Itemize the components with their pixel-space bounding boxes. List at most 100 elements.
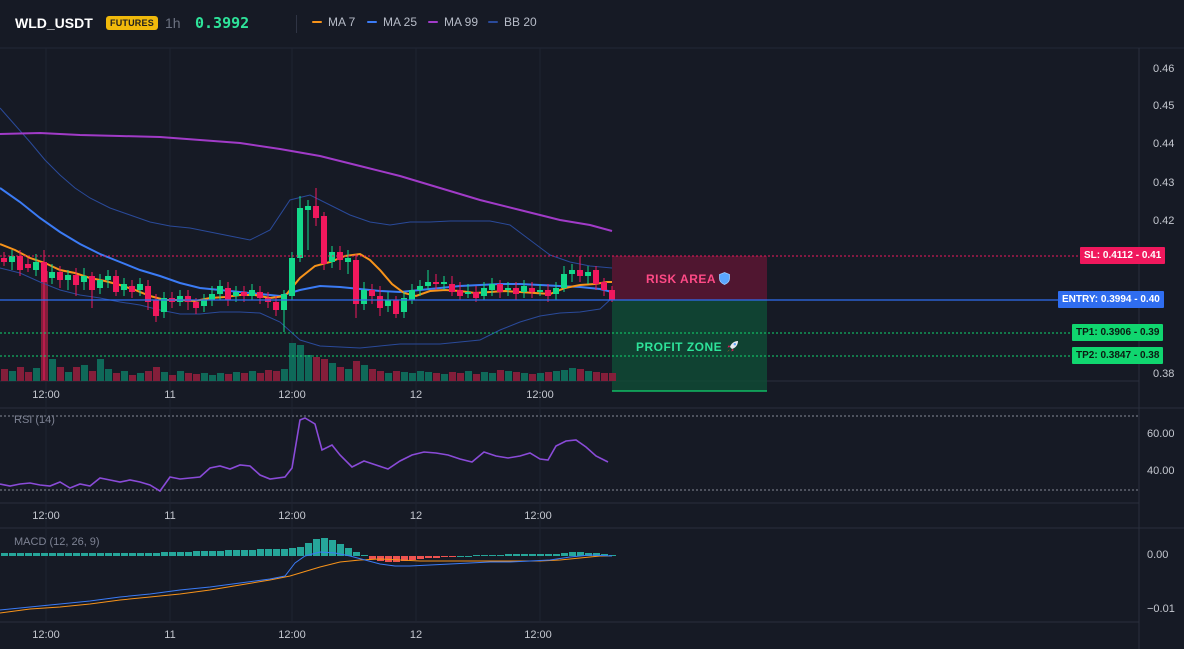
volume-bar bbox=[337, 367, 344, 381]
legend-ma7[interactable]: MA 7 bbox=[312, 15, 355, 29]
x-tick: 12:00 bbox=[524, 510, 552, 522]
candle-body bbox=[161, 298, 167, 312]
macd-histogram-bar bbox=[473, 555, 480, 556]
macd-histogram-bar bbox=[329, 540, 336, 556]
candle-body bbox=[385, 300, 391, 306]
macd-histogram-bar bbox=[41, 553, 48, 556]
x-tick: 12:00 bbox=[278, 510, 306, 522]
macd-histogram-bar bbox=[521, 554, 528, 556]
volume-bar bbox=[393, 371, 400, 381]
macd-histogram-bar bbox=[321, 538, 328, 556]
ma99-label: MA 99 bbox=[444, 15, 479, 29]
y-tick: 0.44 bbox=[1153, 138, 1175, 150]
candle-body bbox=[121, 284, 127, 290]
ma99-swatch bbox=[428, 21, 438, 23]
volume-bar bbox=[529, 374, 536, 381]
volume-bar bbox=[313, 357, 320, 381]
volume-bar bbox=[305, 355, 312, 381]
macd-histogram-bar bbox=[481, 555, 488, 556]
volume-bar bbox=[217, 373, 224, 381]
macd-histogram-bar bbox=[353, 552, 360, 556]
candle-body bbox=[609, 290, 615, 300]
candle-body bbox=[577, 270, 583, 276]
candle-body bbox=[353, 260, 359, 304]
tp2-price-tag: TP2: 0.3847 - 0.38 bbox=[1072, 347, 1164, 364]
legend-bb20[interactable]: BB 20 bbox=[488, 15, 537, 29]
volume-bar bbox=[321, 359, 328, 381]
ma7-swatch bbox=[312, 21, 322, 23]
macd-histogram-bar bbox=[73, 553, 80, 556]
sl-price-tag: SL: 0.4112 - 0.41 bbox=[1080, 247, 1166, 264]
x-tick: 12:00 bbox=[32, 389, 60, 401]
macd-histogram-bar bbox=[145, 553, 152, 556]
volume-bar bbox=[249, 371, 256, 381]
macd-histogram-bar bbox=[345, 548, 352, 556]
volume-bar bbox=[281, 369, 288, 381]
y-tick: 0.43 bbox=[1153, 177, 1175, 189]
legend-ma99[interactable]: MA 99 bbox=[428, 15, 478, 29]
shield-icon bbox=[719, 272, 731, 288]
candle-body bbox=[465, 292, 471, 294]
candle-body bbox=[585, 272, 591, 276]
bb20-label: BB 20 bbox=[504, 15, 537, 29]
macd-histogram-bar bbox=[505, 554, 512, 556]
candle-body bbox=[49, 272, 55, 278]
risk-area-label: RISK AREA bbox=[646, 272, 731, 288]
candle-body bbox=[113, 276, 119, 292]
candle-body bbox=[177, 296, 183, 302]
macd-histogram-bar bbox=[577, 552, 584, 556]
chart-header: WLD_USDT FUTURES 1h 0.3992 MA 7 MA 25 MA… bbox=[0, 0, 1184, 48]
x-tick: 12:00 bbox=[278, 629, 306, 641]
candle-body bbox=[1, 258, 7, 262]
volume-bar bbox=[1, 369, 8, 381]
candle-body bbox=[457, 290, 463, 296]
macd-histogram-bar bbox=[153, 553, 160, 556]
candle-body bbox=[137, 284, 143, 290]
volume-bar bbox=[241, 373, 248, 381]
macd-histogram-bar bbox=[377, 556, 384, 561]
macd-histogram-bar bbox=[401, 556, 408, 561]
candle-body bbox=[497, 284, 503, 292]
volume-bar bbox=[297, 345, 304, 381]
x-tick: 12:00 bbox=[278, 389, 306, 401]
macd-histogram-bar bbox=[361, 555, 368, 556]
candle-body bbox=[329, 252, 335, 262]
volume-bar bbox=[273, 371, 280, 381]
macd-histogram-bar bbox=[449, 556, 456, 557]
vertical-grid bbox=[45, 48, 541, 622]
volume-bar bbox=[65, 372, 72, 381]
interval-label[interactable]: 1h bbox=[165, 15, 181, 31]
candle-body bbox=[225, 288, 231, 300]
volume-bar bbox=[561, 370, 568, 381]
macd-histogram-bar bbox=[233, 550, 240, 556]
candle-body bbox=[25, 264, 31, 268]
candle-body bbox=[593, 270, 599, 284]
volume-bar bbox=[353, 361, 360, 381]
symbol-label[interactable]: WLD_USDT bbox=[15, 15, 93, 31]
macd-histogram-bar bbox=[113, 553, 120, 556]
volume-bar bbox=[257, 373, 264, 381]
profit-zone-label: PROFIT ZONE bbox=[636, 340, 739, 356]
macd-histogram-bar bbox=[489, 555, 496, 556]
macd-histogram-bar bbox=[97, 553, 104, 556]
candle-body bbox=[289, 258, 295, 296]
candle-body bbox=[33, 262, 39, 270]
macd-histogram-bar bbox=[289, 548, 296, 556]
volume-bar bbox=[409, 373, 416, 381]
candle-body bbox=[545, 290, 551, 296]
x-tick: 12 bbox=[409, 389, 423, 401]
candle-body bbox=[145, 286, 151, 302]
volume-bar bbox=[49, 359, 56, 381]
macd-histogram-bar bbox=[265, 549, 272, 556]
legend-ma25[interactable]: MA 25 bbox=[367, 15, 417, 29]
candle-body bbox=[209, 294, 215, 300]
macd-histogram-bar bbox=[609, 555, 616, 556]
ma7-label: MA 7 bbox=[328, 15, 356, 29]
rsi-y-tick: 60.00 bbox=[1147, 428, 1175, 440]
x-tick: 12 bbox=[409, 629, 423, 641]
candle-body bbox=[537, 290, 543, 292]
macd-title[interactable]: MACD (12, 26, 9) bbox=[14, 536, 100, 548]
rsi-title[interactable]: RSI (14) bbox=[14, 414, 55, 426]
candle-body bbox=[241, 292, 247, 296]
